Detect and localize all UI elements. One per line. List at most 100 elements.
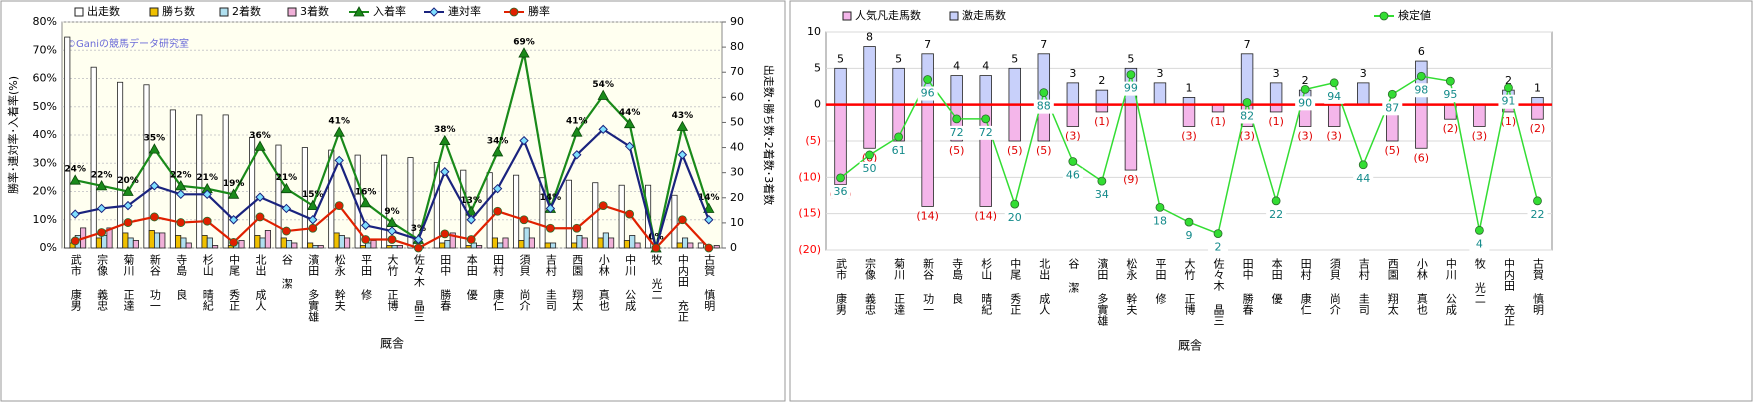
bar (370, 240, 377, 249)
bar (196, 114, 203, 249)
bar (502, 237, 509, 249)
line-marker (123, 200, 133, 211)
x-tick-label: 中尾 秀正 (1009, 258, 1022, 315)
bar (1153, 82, 1167, 106)
bar (1415, 104, 1428, 149)
legend-marker (1379, 11, 1389, 21)
legend-swatch (149, 7, 159, 17)
bar (132, 240, 139, 249)
bar-value-label: (1) (1210, 115, 1226, 128)
bar (682, 237, 689, 249)
line-value-label: 50 (863, 162, 877, 175)
bar (222, 114, 229, 249)
x-tick-label: 須貝 尚介 (1328, 258, 1341, 315)
y-tick-label: 10 (807, 25, 821, 38)
line-label-box (830, 184, 851, 199)
legend-marker (353, 6, 365, 17)
bar-value-label: (3) (1297, 129, 1313, 142)
bar (90, 66, 97, 249)
bar (1531, 104, 1544, 120)
x-tick-label: 古賀 慎明 (703, 254, 716, 312)
line-marker (1213, 229, 1223, 239)
bar (565, 179, 572, 249)
line-marker (69, 174, 81, 185)
bar-value-label: 2 (1098, 74, 1105, 87)
line-marker (413, 243, 423, 253)
bar-value-label: 1 (1534, 81, 1541, 94)
line-value-label: 72 (950, 126, 964, 139)
line-marker (70, 209, 80, 219)
bar-value-label: 2 (1302, 74, 1309, 87)
line-marker (598, 124, 608, 135)
line-label-box (946, 125, 967, 140)
bar (275, 144, 282, 249)
line-marker (334, 201, 344, 211)
bar-value-label: (3) (1472, 129, 1488, 142)
line-marker (96, 203, 107, 214)
line-marker (704, 243, 714, 253)
bar (312, 245, 319, 249)
line-marker (571, 126, 583, 137)
line-value-label: 41% (328, 117, 350, 127)
legend-swatch (949, 11, 959, 21)
x-axis-title: 厩舎 (380, 337, 404, 351)
bar-value-label: 3 (1069, 67, 1076, 80)
bar (634, 242, 641, 249)
bar-value-label: (5) (1036, 144, 1052, 157)
line-marker (894, 132, 903, 142)
bar (285, 240, 293, 249)
x-tick-label: 須貝 尚介 (518, 254, 531, 311)
bar (713, 245, 720, 249)
line-marker (923, 75, 933, 84)
legend-label: 入着率 (373, 4, 406, 18)
x-tick-label: 宗像 義忠 (96, 253, 109, 311)
line-label-box (1411, 83, 1432, 98)
line-value-label: 72 (979, 126, 993, 139)
bar-value-label: 7 (1040, 38, 1047, 51)
bar (544, 242, 551, 249)
bar (618, 184, 625, 249)
bar (444, 240, 451, 249)
line-label-box (1033, 99, 1054, 114)
line-marker (518, 47, 530, 58)
bar-value-label: 5 (1011, 52, 1018, 65)
bar-value-label: (5) (1384, 144, 1400, 157)
line-value-label: 21% (276, 173, 298, 183)
y2-axis-title: 出走数･勝ち数･2着数･3着数 (762, 65, 776, 206)
line-value-label: 9 (1186, 229, 1193, 242)
bar (396, 245, 403, 249)
x-tick-label: 田村 康仁 (1299, 258, 1312, 315)
bar (180, 237, 187, 249)
legend-label: 連対率 (448, 4, 481, 18)
line-value-label: 96 (921, 87, 935, 100)
line-marker (254, 140, 266, 151)
line-value-label: 0% (648, 233, 663, 243)
line-marker (1068, 157, 1078, 166)
y2-tick-label: 70 (730, 65, 744, 78)
x-tick-label: 田村 康仁 (492, 254, 505, 311)
line-marker (307, 199, 319, 211)
bar (491, 237, 499, 249)
line-marker (678, 215, 687, 225)
line-marker (440, 167, 450, 177)
line-value-label: 69% (513, 38, 535, 48)
x-tick-label: 松永 幹夫 (1125, 257, 1138, 316)
line-marker (493, 206, 503, 216)
bar (671, 194, 678, 249)
y-tick-label: (20) (798, 243, 821, 256)
bar (892, 67, 905, 106)
x-tick-label: 菊川 正達 (122, 254, 135, 311)
line-marker (148, 143, 161, 154)
line-value-label: 4 (1476, 237, 1483, 250)
bar (571, 242, 578, 249)
y-tick-label: 0% (40, 241, 57, 254)
line-marker (202, 189, 212, 200)
bar (101, 235, 108, 249)
line-label-box (917, 86, 938, 101)
line-value-label: 22% (91, 170, 113, 180)
bar-value-label: (3) (1239, 129, 1255, 142)
line-marker (387, 235, 397, 244)
line-label-box (1382, 101, 1403, 116)
bar (497, 242, 504, 249)
line-value-label: 98 (1414, 83, 1428, 96)
